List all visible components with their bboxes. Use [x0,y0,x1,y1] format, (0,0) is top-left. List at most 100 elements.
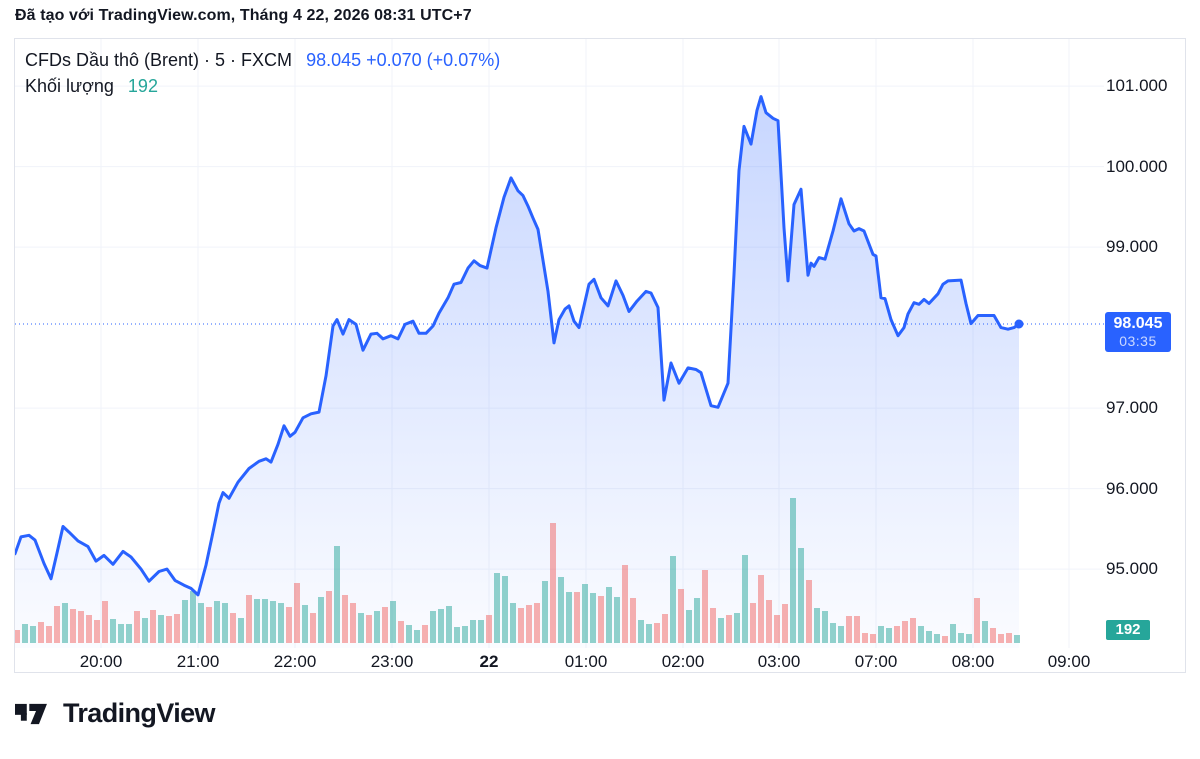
volume-bar [22,624,28,643]
volume-bar [718,618,724,643]
volume-bar [558,577,564,643]
volume-bar [734,613,740,643]
volume-bar [230,613,236,643]
volume-bar [390,601,396,643]
volume-bar [430,611,436,643]
volume-bar [270,601,276,643]
volume-bar [534,603,540,643]
volume-bar [302,605,308,643]
volume-bar [982,621,988,643]
volume-bar [542,581,548,643]
volume-bar [758,575,764,643]
legend-volume-row[interactable]: Khối lượng 192 [25,73,500,99]
volume-bar [70,609,76,643]
volume-bar [206,607,212,643]
volume-bar [566,592,572,643]
price-chart-plot[interactable] [15,39,1105,648]
volume-bar [998,634,1004,643]
time-axis-label: 22 [479,652,499,671]
current-volume-badge: 192 [1106,620,1150,640]
time-axis-label: 20:00 [79,652,123,671]
volume-bar [822,611,828,643]
price-axis-label: 101.000 [1106,76,1168,96]
volume-bar [374,611,380,643]
volume-bar [478,620,484,643]
time-axis-label: 02:00 [661,652,705,671]
volume-bar [414,630,420,643]
volume-bar [806,580,812,643]
last-price-dot [1014,319,1024,329]
attribution-caption: Đã tạo với TradingView.com, Tháng 4 22, … [15,7,472,24]
volume-bar [326,591,332,643]
volume-bar [814,608,820,643]
bar-countdown: 03:35 [1119,333,1157,349]
tradingview-logo-icon [15,703,47,724]
chart-legend: CFDs Dầu thô (Brent) · 5 · FXCM 98.045 +… [25,47,500,99]
volume-bar [686,610,692,643]
volume-bar [62,603,68,643]
volume-bar [182,600,188,643]
current-price-badge: 98.045 03:35 [1105,312,1171,352]
volume-bar [710,608,716,643]
volume-bar [102,601,108,643]
volume-bar [646,624,652,643]
volume-bar [902,621,908,643]
price-line [15,95,1021,597]
volume-bar [134,611,140,643]
volume-bar [774,615,780,643]
volume-bar [262,599,268,643]
volume-bar [158,615,164,643]
volume-bar [46,626,52,643]
volume-bar [486,615,492,643]
volume-bar [950,624,956,643]
time-scale[interactable]: 20:00 21:00 22:00 23:00 22 01:00 02:00 03:00 07:… [15,647,1098,672]
volume-bar [254,599,260,643]
price-axis-label: 100.000 [1106,156,1168,176]
volume-bar [366,615,372,643]
volume-bar [798,548,804,643]
volume-bar [246,595,252,643]
legend-symbol-row[interactable]: CFDs Dầu thô (Brent) · 5 · FXCM 98.045 +… [25,47,500,73]
time-axis-label: 03:00 [757,652,801,671]
volume-bar [294,583,300,643]
volume-bar [110,619,116,643]
time-axis-label: 22:00 [273,652,317,671]
time-axis-label: 07:00 [854,652,898,671]
volume-bar [286,607,292,643]
volume-bar [782,604,788,643]
volume-bar [198,603,204,643]
legend-price-change: 98.045 +0.070 (+0.07%) [306,50,501,70]
volume-bar [958,633,964,643]
volume-bar [742,555,748,643]
volume-bar [382,607,388,643]
volume-bar [462,626,468,643]
volume-bar [846,616,852,643]
volume-bar [190,591,196,643]
volume-bar [278,603,284,643]
volume-bar [350,603,356,643]
price-scale[interactable]: 98.045 03:35 192 101.000 100.000 99.000 97.… [1098,39,1186,647]
volume-bar [174,614,180,643]
price-axis-label: 95.000 [1106,559,1158,579]
volume-bar [598,596,604,643]
volume-bar [862,633,868,643]
volume-bar [910,618,916,643]
volume-bar [310,613,316,643]
volume-bar [702,570,708,643]
volume-bar [342,595,348,643]
volume-bar [126,624,132,643]
volume-bar [582,584,588,643]
volume-bar [318,597,324,643]
volume-bar [94,620,100,643]
legend-volume-label: Khối lượng [25,76,114,96]
volume-bar [526,605,532,643]
volume-bar [398,621,404,643]
volume-bar [654,623,660,643]
legend-symbol-title: CFDs Dầu thô (Brent) · 5 · FXCM [25,50,293,70]
volume-bar [638,620,644,643]
tradingview-logo[interactable]: TradingView [15,698,216,729]
volume-bar [790,498,796,643]
volume-bar [886,628,892,643]
volume-bar [926,631,932,643]
volume-bar [38,622,44,643]
